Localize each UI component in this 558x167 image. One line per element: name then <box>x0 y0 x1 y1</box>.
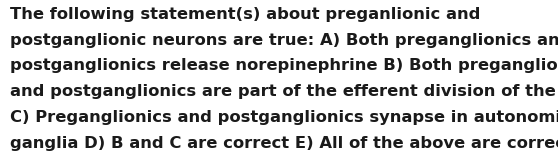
Text: The following statement(s) about preganlionic and: The following statement(s) about preganl… <box>10 7 480 22</box>
Text: C) Preganglionics and postganglionics synapse in autonomic: C) Preganglionics and postganglionics sy… <box>10 110 558 125</box>
Text: and postganglionics are part of the efferent division of the PNS: and postganglionics are part of the effe… <box>10 84 558 99</box>
Text: postganglionic neurons are true: A) Both preganglionics and: postganglionic neurons are true: A) Both… <box>10 33 558 48</box>
Text: ganglia D) B and C are correct E) All of the above are correct: ganglia D) B and C are correct E) All of… <box>10 136 558 151</box>
Text: postganglionics release norepinephrine B) Both preganglionics: postganglionics release norepinephrine B… <box>10 58 558 73</box>
